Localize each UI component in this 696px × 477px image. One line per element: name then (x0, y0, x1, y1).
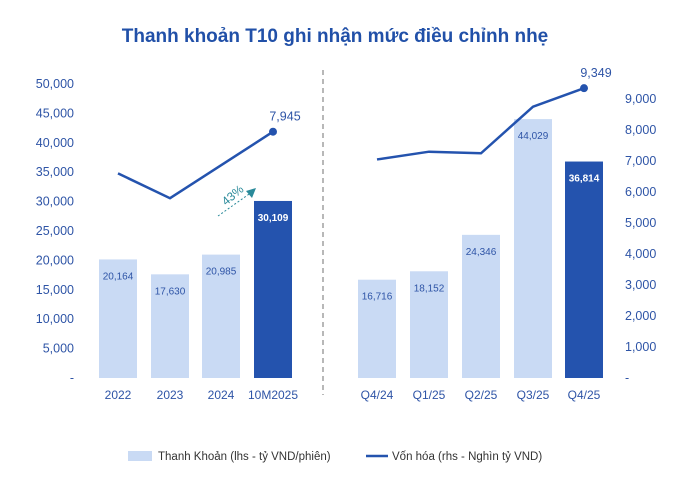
bar-value-label: 20,164 (103, 271, 134, 282)
line-series (376, 87, 585, 161)
x-category-label: Q3/25 (517, 388, 550, 402)
line-end-label: 7,945 (269, 110, 300, 124)
bar (514, 119, 552, 378)
y-right-tick: 2,000 (625, 309, 656, 323)
bar (410, 271, 448, 378)
y-left-tick: 10,000 (36, 312, 74, 326)
x-category-label: Q4/24 (361, 388, 394, 402)
bar (99, 259, 137, 378)
x-category-label: 2023 (157, 388, 184, 402)
legend: Thanh Khoản (lhs - tỷ VND/phiên) Vốn hóa… (128, 451, 542, 463)
bar (565, 161, 603, 378)
x-category-label: 2022 (105, 388, 132, 402)
legend-bar-label: Thanh Khoản (lhs - tỷ VND/phiên) (158, 451, 331, 463)
bar-value-label: 18,152 (414, 283, 445, 294)
y-left-tick: 30,000 (36, 195, 74, 209)
legend-bar-swatch (128, 451, 152, 461)
line-end-marker (269, 127, 277, 136)
arrow-head-icon (246, 188, 256, 198)
y-right-tick: 9,000 (625, 92, 656, 106)
bar-value-label: 17,630 (155, 286, 186, 297)
bar (202, 254, 240, 378)
bar-value-label: 44,029 (518, 131, 549, 142)
bar-value-label: 36,814 (569, 174, 600, 185)
growth-arrow (217, 191, 253, 217)
y-right-tick: 6,000 (625, 185, 656, 199)
x-category-label: Q1/25 (413, 388, 446, 402)
y-left-tick: 35,000 (36, 165, 74, 179)
bar-value-label: 20,985 (206, 267, 237, 278)
bar (462, 234, 500, 378)
y-left-tick: 20,000 (36, 253, 74, 267)
bar-value-label: 24,346 (466, 247, 497, 258)
x-category-label: 2024 (208, 388, 235, 402)
y-left-tick: 15,000 (36, 283, 74, 297)
y-right-tick: - (625, 371, 629, 385)
y-left-tick: - (70, 371, 74, 385)
y-left-tick: 40,000 (36, 136, 74, 150)
y-right-tick: 3,000 (625, 278, 656, 292)
line-end-marker (580, 84, 588, 93)
bar-value-label: 16,716 (362, 292, 393, 303)
y-left-tick: 25,000 (36, 224, 74, 238)
chart-title: Thanh khoản T10 ghi nhận mức điều chỉnh … (122, 26, 549, 47)
x-category-label: Q2/25 (465, 388, 498, 402)
y-right-tick: 4,000 (625, 247, 656, 261)
y-right-tick: 7,000 (625, 154, 656, 168)
bar (358, 279, 396, 378)
line-series (117, 130, 274, 200)
line-end-label: 9,349 (580, 66, 611, 80)
bar (151, 274, 189, 378)
y-right-tick: 8,000 (625, 123, 656, 137)
y-left-tick: 5,000 (43, 342, 74, 356)
growth-annotation: 43% (219, 182, 247, 208)
legend-line-label: Vốn hóa (rhs - Nghìn tỷ VND) (392, 451, 542, 463)
x-category-label: Q4/25 (568, 388, 601, 402)
y-right-tick: 5,000 (625, 216, 656, 230)
bar (254, 200, 292, 378)
y-right-tick: 1,000 (625, 340, 656, 354)
y-left-tick: 45,000 (36, 106, 74, 120)
y-left-tick: 50,000 (36, 77, 74, 91)
x-category-label: 10M2025 (248, 388, 298, 402)
bar-value-label: 30,109 (258, 213, 289, 224)
